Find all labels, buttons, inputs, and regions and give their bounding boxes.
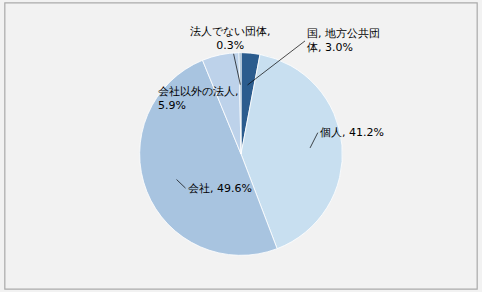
svg-text:国, 地方公共団体, 3.0%: 国, 地方公共団体, 3.0% bbox=[307, 27, 380, 54]
svg-text:個人, 41.2%: 個人, 41.2% bbox=[320, 126, 384, 139]
svg-text:会社, 49.6%: 会社, 49.6% bbox=[188, 182, 252, 195]
svg-text:会社以外の法人,5.9%: 会社以外の法人,5.9% bbox=[158, 85, 239, 112]
svg-text:法人でない団体,0.3%: 法人でない団体,0.3% bbox=[190, 25, 271, 52]
